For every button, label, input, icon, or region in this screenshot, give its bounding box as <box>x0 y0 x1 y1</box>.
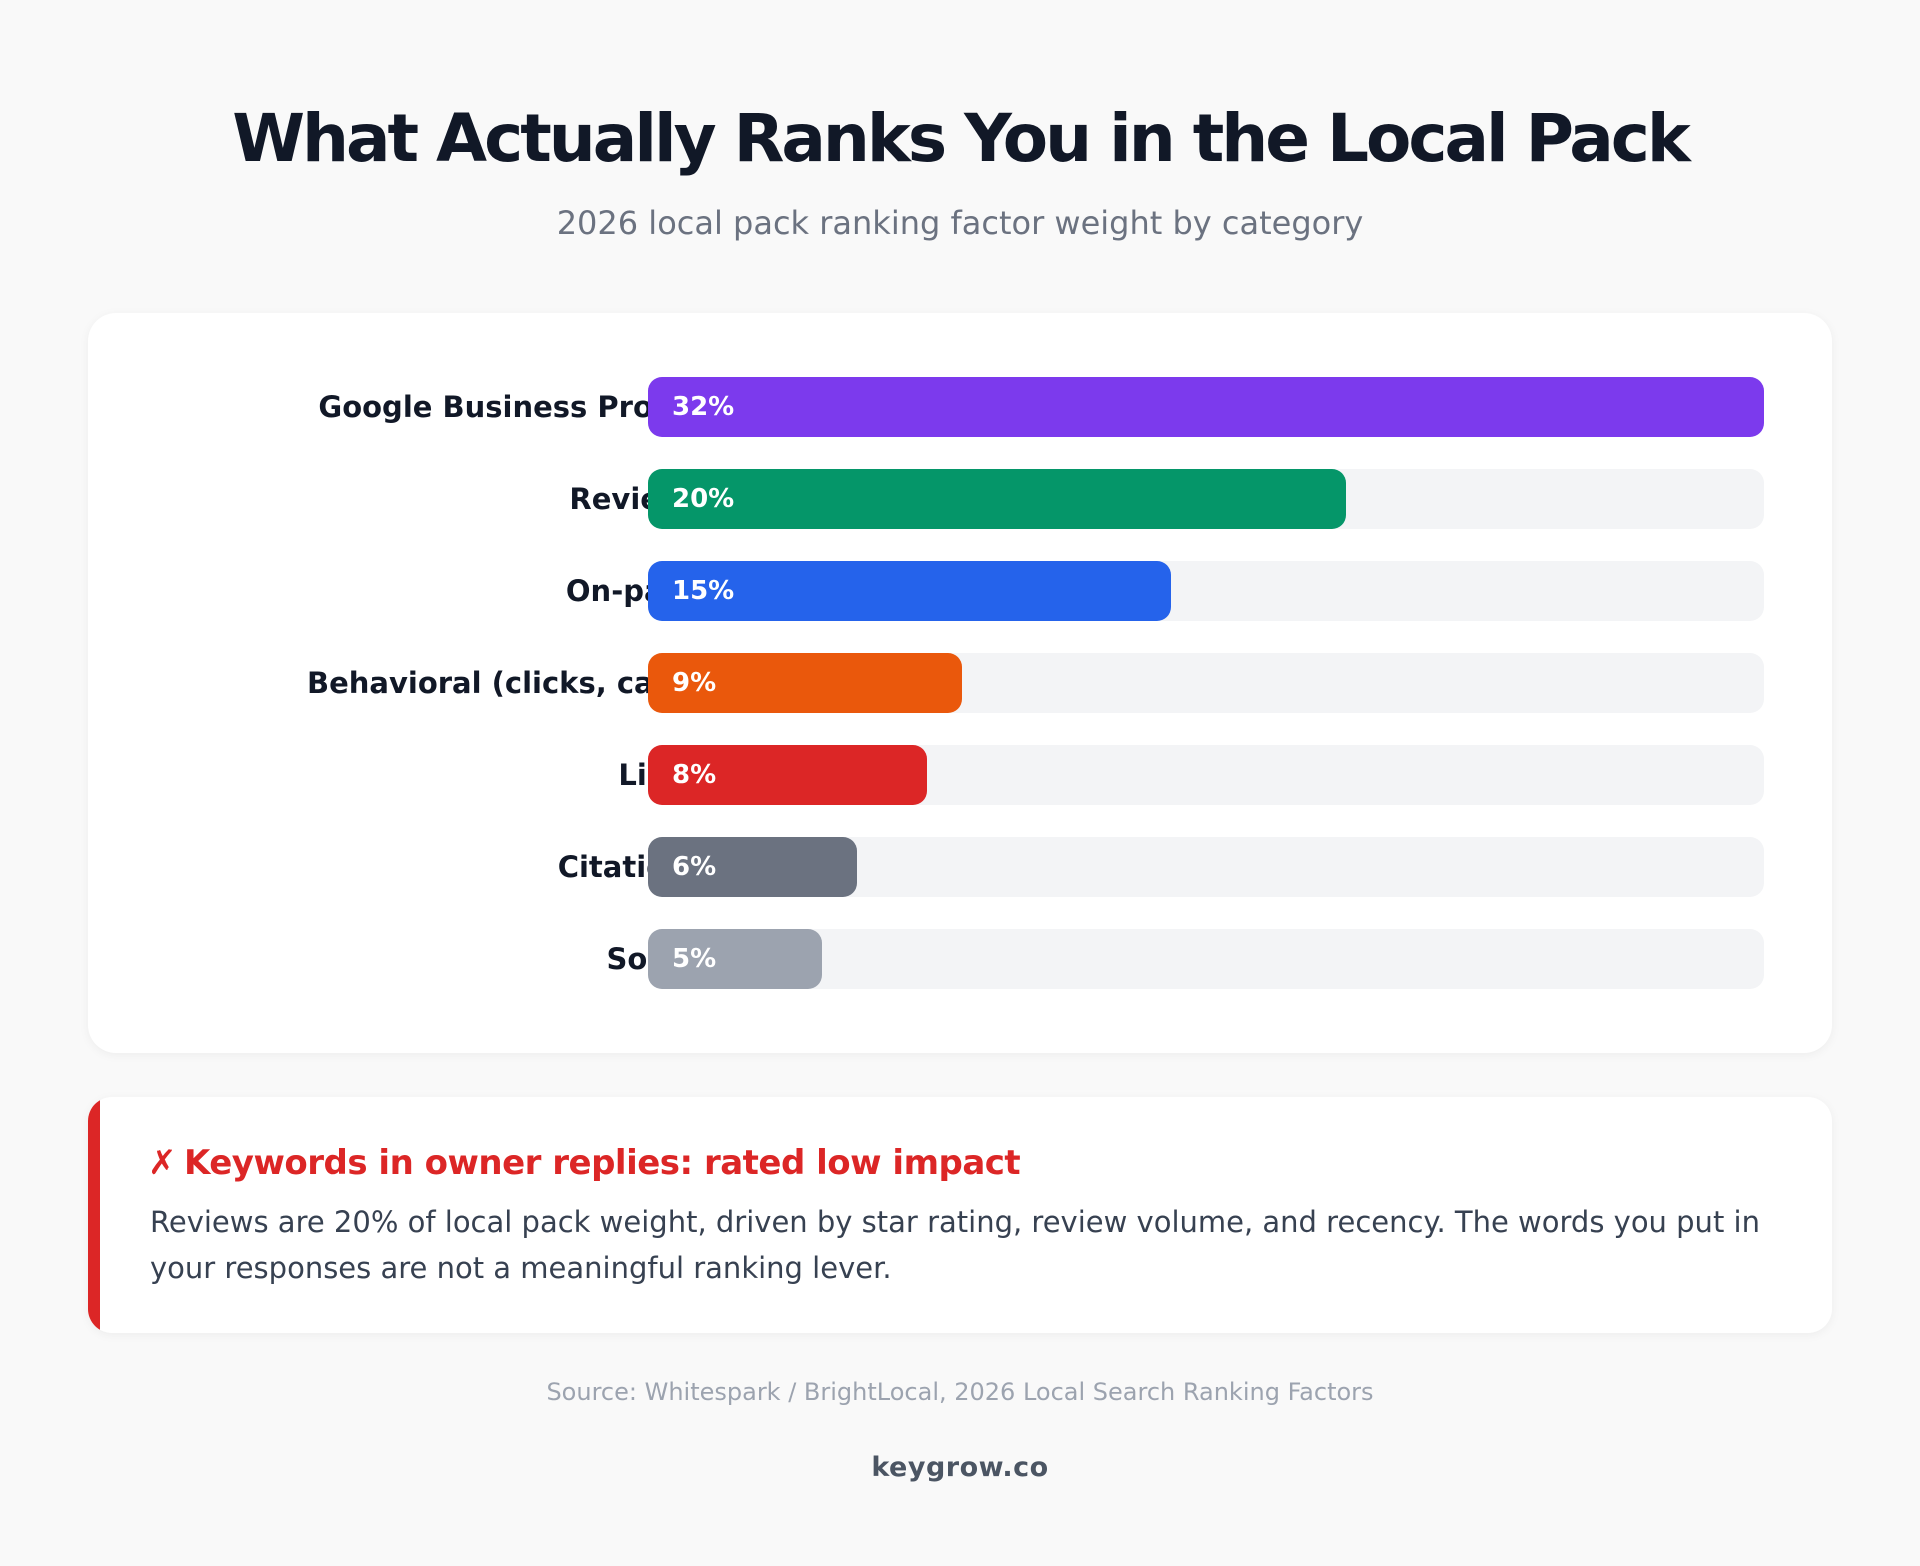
bar-category-label: Behavioral (clicks, calls) <box>307 666 704 700</box>
bar-row: Citations 6% <box>88 837 1832 897</box>
source-note: Source: Whitespark / BrightLocal, 2026 L… <box>546 1378 1374 1406</box>
callout-heading-line: ✗ Keywords in owner replies: rated low im… <box>148 1143 1021 1183</box>
bar-track: 32% <box>648 377 1764 437</box>
bar-track: 15% <box>648 561 1764 621</box>
bar: 20% <box>648 469 1346 529</box>
bar-row: Google Business Profile 32% <box>88 377 1832 437</box>
bar-row: Behavioral (clicks, calls) 9% <box>88 653 1832 713</box>
bar: 6% <box>648 837 857 897</box>
bar-value-label: 15% <box>672 576 735 606</box>
bar-chart-card: Google Business Profile 32% Reviews 20% On-p… <box>88 313 1832 1053</box>
bar-track: 9% <box>648 653 1764 713</box>
callout-heading: Keywords in owner replies: rated low imp… <box>184 1143 1021 1183</box>
bar-row: Social5% <box>88 929 1832 989</box>
bar-row: Links8% <box>88 745 1832 805</box>
bar-value-label: 5% <box>672 944 717 974</box>
bar: 5% <box>648 929 822 989</box>
bar-track: 5% <box>648 929 1764 989</box>
bar: 8% <box>648 745 927 805</box>
chart-title: What Actually Ranks You in the Local Pac… <box>232 100 1691 177</box>
callout-card: ✗ Keywords in owner replies: rated low im… <box>88 1097 1832 1333</box>
brand-footer: keygrow.co <box>871 1452 1049 1483</box>
chart-subtitle: 2026 local pack ranking factor weight by… <box>556 204 1364 242</box>
bar-row: On-page 15% <box>88 561 1832 621</box>
bar-track: 8% <box>648 745 1764 805</box>
bar: 32% <box>648 377 1764 437</box>
callout-accent-bar <box>88 1097 100 1333</box>
bar-row: Reviews 20% <box>88 469 1832 529</box>
bar: 9% <box>648 653 962 713</box>
bar-category-label: Google Business Profile <box>318 390 704 424</box>
bar-value-label: 8% <box>672 760 717 790</box>
bar-value-label: 20% <box>672 484 735 514</box>
x-mark-icon: ✗ <box>148 1143 177 1183</box>
callout-body: Reviews are 20% of local pack weight, dr… <box>150 1205 1760 1285</box>
bar-value-label: 32% <box>672 392 735 422</box>
bar: 15% <box>648 561 1171 621</box>
bar-value-label: 6% <box>672 852 717 882</box>
bar-value-label: 9% <box>672 668 717 698</box>
bar-track: 20% <box>648 469 1764 529</box>
bar-track: 6% <box>648 837 1764 897</box>
